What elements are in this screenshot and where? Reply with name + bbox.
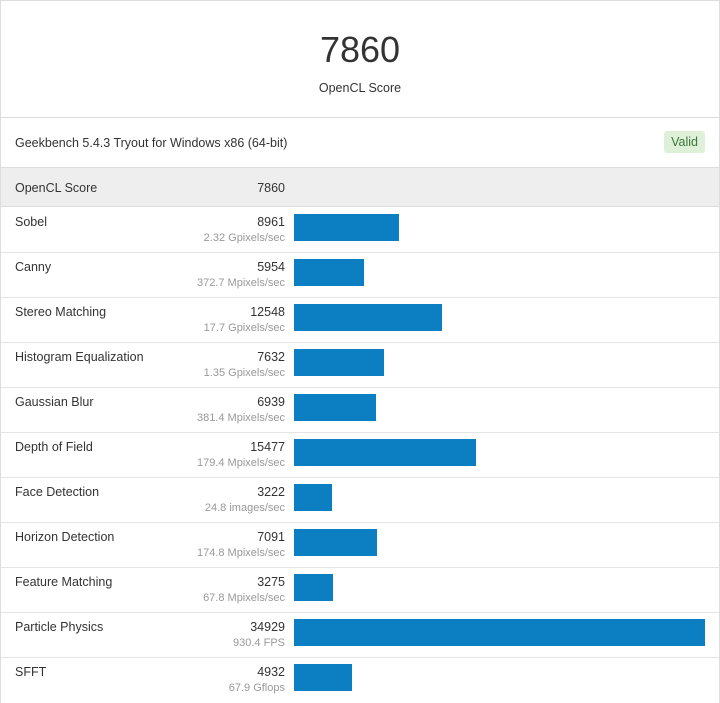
workload-score: 7632 (257, 350, 285, 364)
workload-score-bar (294, 349, 384, 376)
opencl-score-label: OpenCL Score (318, 81, 402, 95)
workload-score: 5954 (257, 260, 285, 274)
workload-rate: 381.4 Mpixels/sec (196, 412, 285, 424)
workload-row: Feature Matching 3275 67.8 Mpixels/sec (1, 568, 719, 613)
workload-score-bar (294, 439, 476, 466)
table-header: OpenCL Score 7860 (1, 168, 719, 207)
valid-badge: Valid (664, 131, 705, 153)
workload-score-bar (294, 304, 442, 331)
workload-score: 8961 (257, 215, 285, 229)
workload-score: 34929 (250, 620, 285, 634)
workload-row: Particle Physics 34929 930.4 FPS (1, 613, 719, 658)
workload-name: Stereo Matching (15, 305, 107, 319)
workload-name: SFFT (15, 665, 47, 679)
workload-score-bar (294, 394, 376, 421)
workload-score-bar (294, 529, 377, 556)
workload-rate: 930.4 FPS (233, 637, 285, 649)
workload-score-bar (294, 574, 333, 601)
workload-score: 6939 (257, 395, 285, 409)
version-row: Geekbench 5.4.3 Tryout for Windows x86 (… (0, 117, 720, 168)
workload-score: 7091 (257, 530, 285, 544)
workload-row: Stereo Matching 12548 17.7 Gpixels/sec (1, 298, 719, 343)
workload-rate: 67.8 Mpixels/sec (203, 592, 285, 604)
workload-row: Face Detection 3222 24.8 images/sec (1, 478, 719, 523)
workload-name: Sobel (15, 215, 47, 229)
workload-row: Histogram Equalization 7632 1.35 Gpixels… (1, 343, 719, 388)
workload-row: Sobel 8961 2.32 Gpixels/sec (1, 208, 719, 253)
workload-rate: 372.7 Mpixels/sec (196, 277, 285, 289)
workload-score-bar (294, 259, 364, 286)
workload-score-bar (294, 664, 352, 691)
workload-row: SFFT 4932 67.9 Gflops (1, 658, 719, 703)
workload-rate: 174.8 Mpixels/sec (196, 547, 285, 559)
workload-name: Histogram Equalization (15, 350, 144, 364)
workload-score: 4932 (257, 665, 285, 679)
score-panel: 7860 OpenCL Score (0, 0, 720, 118)
workload-score-bar (294, 484, 332, 511)
workload-row: Horizon Detection 7091 174.8 Mpixels/sec (1, 523, 719, 568)
geekbench-version-text: Geekbench 5.4.3 Tryout for Windows x86 (… (15, 136, 288, 150)
workload-score: 3222 (257, 485, 285, 499)
results-table: OpenCL Score 7860 Sobel 8961 2.32 Gpixel… (0, 168, 720, 703)
workload-name: Face Detection (15, 485, 100, 499)
workload-score: 3275 (257, 575, 285, 589)
workload-rate: 1.35 Gpixels/sec (203, 367, 285, 379)
workload-score-bar (294, 619, 705, 646)
workload-name: Particle Physics (15, 620, 104, 634)
workload-row: Canny 5954 372.7 Mpixels/sec (1, 253, 719, 298)
workload-rate: 24.8 images/sec (204, 502, 285, 514)
table-header-score: 7860 (257, 181, 285, 195)
workload-name: Gaussian Blur (15, 395, 94, 409)
workload-name: Horizon Detection (15, 530, 115, 544)
workload-score-bar (294, 214, 399, 241)
workload-rate: 2.32 Gpixels/sec (203, 232, 285, 244)
workload-name: Feature Matching (15, 575, 113, 589)
workload-rate: 179.4 Mpixels/sec (196, 457, 285, 469)
workload-rate: 17.7 Gpixels/sec (203, 322, 285, 334)
workload-score: 15477 (250, 440, 285, 454)
workload-row: Gaussian Blur 6939 381.4 Mpixels/sec (1, 388, 719, 433)
workload-name: Canny (15, 260, 52, 274)
workload-name: Depth of Field (15, 440, 93, 454)
workload-score: 12548 (250, 305, 285, 319)
workload-rate: 67.9 Gflops (228, 682, 285, 694)
workload-row: Depth of Field 15477 179.4 Mpixels/sec (1, 433, 719, 478)
opencl-score-value: 7860 (319, 29, 401, 70)
table-header-label: OpenCL Score (15, 181, 98, 195)
